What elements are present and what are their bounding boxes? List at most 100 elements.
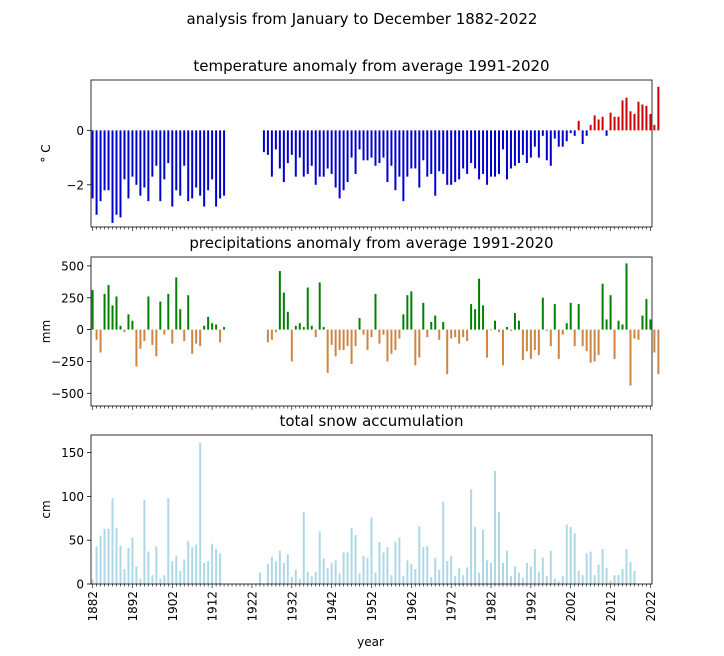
bar [306,287,309,330]
bar [167,498,170,584]
bar [310,130,313,166]
bar [513,313,516,330]
bar [593,575,596,584]
bar [581,575,584,584]
bar [366,557,369,584]
bar [131,320,134,330]
bar [529,130,532,158]
bar [310,576,313,584]
bar [549,550,552,584]
bar [215,548,218,584]
bar [494,320,497,330]
bar [318,282,321,330]
bar [326,329,329,373]
bar [569,302,572,330]
bar [183,130,186,166]
bar [223,327,226,330]
bar [653,124,656,131]
bar [649,114,652,131]
bar [474,309,477,330]
bar [274,329,277,333]
bar [498,130,500,174]
bar [609,580,612,584]
bar [398,130,401,177]
bar [266,329,269,343]
bar [501,329,504,366]
bar [219,130,222,199]
bar [294,325,297,330]
bar [486,560,489,584]
bar [151,575,154,584]
bar [434,557,437,584]
x-tick-label: 1972 [445,591,459,622]
bar [529,329,532,359]
bar [382,130,385,158]
bar [410,291,413,330]
bar [653,329,656,353]
bar [139,130,142,196]
bar [282,562,285,584]
bar [294,130,297,177]
bar [274,561,277,584]
bar [498,329,500,333]
bar [402,314,405,330]
bar [541,557,544,584]
bar [589,551,592,584]
y-tick-label: 50 [69,534,84,548]
bar [418,526,421,584]
bar [386,130,389,183]
bar [322,130,325,177]
bar [390,130,393,166]
bar [601,548,604,584]
bar [625,97,628,131]
bar [454,576,457,584]
y-axis-label: ° C [39,144,53,162]
bar [219,329,222,343]
bar [203,130,206,207]
bar [649,319,652,330]
bar [577,120,580,131]
bar [282,292,285,330]
bar [270,130,273,177]
bar [358,573,361,584]
bar [442,130,445,174]
bar [557,581,560,584]
bar [179,570,182,584]
bar [91,579,94,584]
bar [358,130,361,150]
bar [561,130,564,147]
bar [306,571,309,584]
bar [458,568,461,584]
bar [545,329,548,331]
bar [490,130,493,177]
bar [505,130,508,180]
bar [103,130,106,191]
bar [549,329,552,347]
bar [521,130,524,155]
bar [175,555,178,584]
bar [621,569,624,584]
bar [95,130,98,215]
bar [346,552,349,584]
bar [505,550,508,584]
y-tick-label: 150 [61,446,84,460]
y-axis-label: mm [39,320,53,343]
bar [414,130,417,169]
bar [334,560,337,584]
bar [533,329,536,350]
bar [338,130,341,199]
bar [179,309,182,330]
bar [537,130,540,158]
x-tick-label: 1932 [285,591,299,622]
bar [111,305,114,330]
bar [207,316,210,330]
bar [541,297,544,330]
bar [390,575,393,584]
bar [494,130,497,177]
x-tick-label: 1882 [86,591,100,622]
bar [318,130,321,177]
bar [565,524,568,584]
bar [278,271,281,330]
bar [605,568,608,584]
